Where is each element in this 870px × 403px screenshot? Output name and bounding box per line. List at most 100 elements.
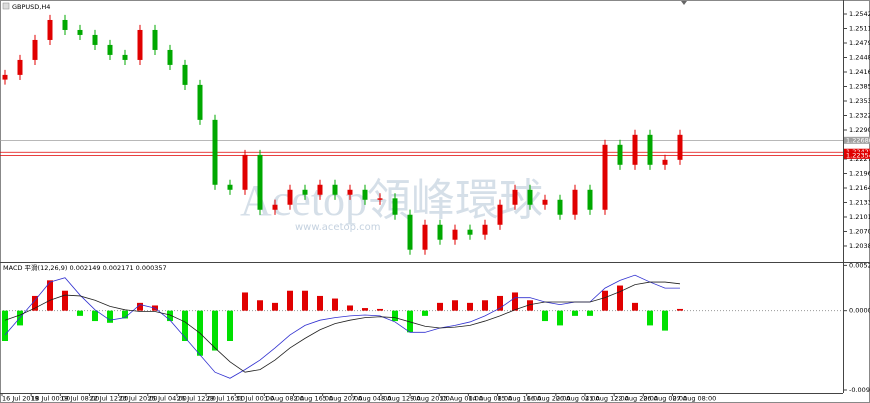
candle-body (317, 184, 323, 195)
histogram-bar (62, 290, 68, 311)
histogram-bar (377, 308, 383, 311)
histogram-bar (332, 298, 338, 311)
y-tick-label: 1.22275 (849, 155, 870, 163)
watermark-url: www.acetop.com (295, 222, 381, 233)
candle-body (107, 44, 113, 55)
x-tick-label: 5 Aug 20:00 (323, 395, 363, 403)
candle-body (137, 29, 143, 60)
candle-body (242, 154, 248, 190)
y-tick-label: 1.22905 (849, 126, 870, 134)
candle-body (632, 134, 638, 165)
histogram-bar (47, 280, 53, 311)
x-tick-label: 25 Jul 04:00 (148, 395, 187, 403)
histogram-bar (182, 310, 188, 341)
x-tick-label: 14 Aug 08:00 (468, 395, 512, 403)
candle-body (437, 224, 443, 240)
x-tick-label: 2 Aug 16:00 (294, 395, 334, 403)
x-tick-label: 19 Jul 08:00 (60, 395, 99, 403)
symbol-title: GBPUSD,H4 (12, 3, 50, 11)
candle-body (662, 159, 668, 165)
histogram-bar (542, 310, 548, 322)
shift-marker (681, 1, 687, 5)
macd-line (4, 274, 680, 379)
histogram-bar (527, 300, 533, 311)
x-tick-label: 8 Aug 12:00 (381, 395, 421, 403)
candle-body (2, 74, 8, 80)
histogram-bar (167, 310, 173, 322)
candle-body (197, 84, 203, 120)
candle-body (287, 189, 293, 205)
candle-body (347, 189, 353, 195)
candle-body (122, 54, 128, 60)
histogram-bar (617, 285, 623, 311)
histogram-bar (647, 310, 653, 326)
histogram-bar (287, 290, 293, 311)
histogram-bar (212, 310, 218, 351)
histogram-bar (452, 300, 458, 311)
y-tick-label: 1.23220 (849, 111, 870, 119)
candle-body (557, 199, 563, 215)
candle-body (212, 119, 218, 185)
candle-body (182, 64, 188, 85)
histogram-bar (437, 302, 443, 311)
x-tick-label: 22 Aug 20:00 (614, 395, 658, 403)
x-tick-label: 21 Aug 12:00 (585, 395, 629, 403)
candle-body (602, 144, 608, 210)
histogram-bar (122, 310, 128, 319)
histogram-bar (422, 310, 428, 316)
x-tick-label: 7 Aug 04:00 (352, 395, 392, 403)
symbol-icon (2, 2, 10, 10)
x-tick-label: 16 Jul 2019 (2, 395, 39, 403)
candle-body (47, 19, 53, 40)
candle-body (527, 189, 533, 205)
histogram-bar (587, 310, 593, 316)
x-tick-label: 29 Jul 16:00 (206, 395, 245, 403)
price-box (844, 151, 870, 159)
price-box (844, 136, 870, 144)
x-tick-label: 15 Aug 16:00 (498, 395, 542, 403)
candle-body (377, 198, 383, 200)
histogram-bar (512, 292, 518, 311)
candle-body (272, 204, 278, 210)
y-tick-label: 0.005224 (849, 261, 870, 269)
candle-body (302, 189, 308, 195)
y-tick-label: -0.009152 (849, 386, 870, 394)
candle-body (77, 29, 83, 35)
candle-body (152, 29, 158, 50)
histogram-bar (482, 300, 488, 311)
x-tick-label: 16 Aug 20:00 (527, 395, 571, 403)
price-box-label: 1.22354 (846, 151, 870, 159)
y-tick-label: 1.21645 (849, 184, 870, 192)
histogram-bar (497, 295, 503, 311)
histogram-bar (92, 310, 98, 322)
candle-body (167, 49, 173, 65)
y-tick-label: 1.24480 (849, 53, 870, 61)
histogram-bar (677, 308, 683, 311)
histogram-bar (302, 290, 308, 311)
histogram-bar (347, 305, 353, 311)
histogram-bar (407, 310, 413, 333)
candle-body (422, 224, 428, 250)
candle-body (332, 184, 338, 195)
candle-body (392, 198, 398, 215)
x-tick-label: 31 Jul 00:00 (235, 395, 274, 403)
candle-body (647, 134, 653, 165)
y-tick-label: 1.20700 (849, 227, 870, 235)
candle-body (452, 229, 458, 240)
y-tick-label: 1.23535 (849, 97, 870, 105)
x-tick-label: 23 Jul 20:00 (119, 395, 158, 403)
candle-body (362, 189, 368, 200)
candle-body (677, 134, 683, 160)
histogram-bar (467, 302, 473, 311)
y-tick-label: 1.25425 (849, 10, 870, 18)
x-tick-label: 26 Jul 12:00 (177, 395, 216, 403)
histogram-bar (392, 310, 398, 322)
candle-body (32, 39, 38, 60)
histogram-bar (77, 310, 83, 316)
y-tick-label: 0.000000 (849, 307, 870, 315)
candle-body (512, 189, 518, 205)
y-tick-label: 1.24165 (849, 68, 870, 76)
x-tick-label: 18 Jul 00:00 (31, 395, 70, 403)
